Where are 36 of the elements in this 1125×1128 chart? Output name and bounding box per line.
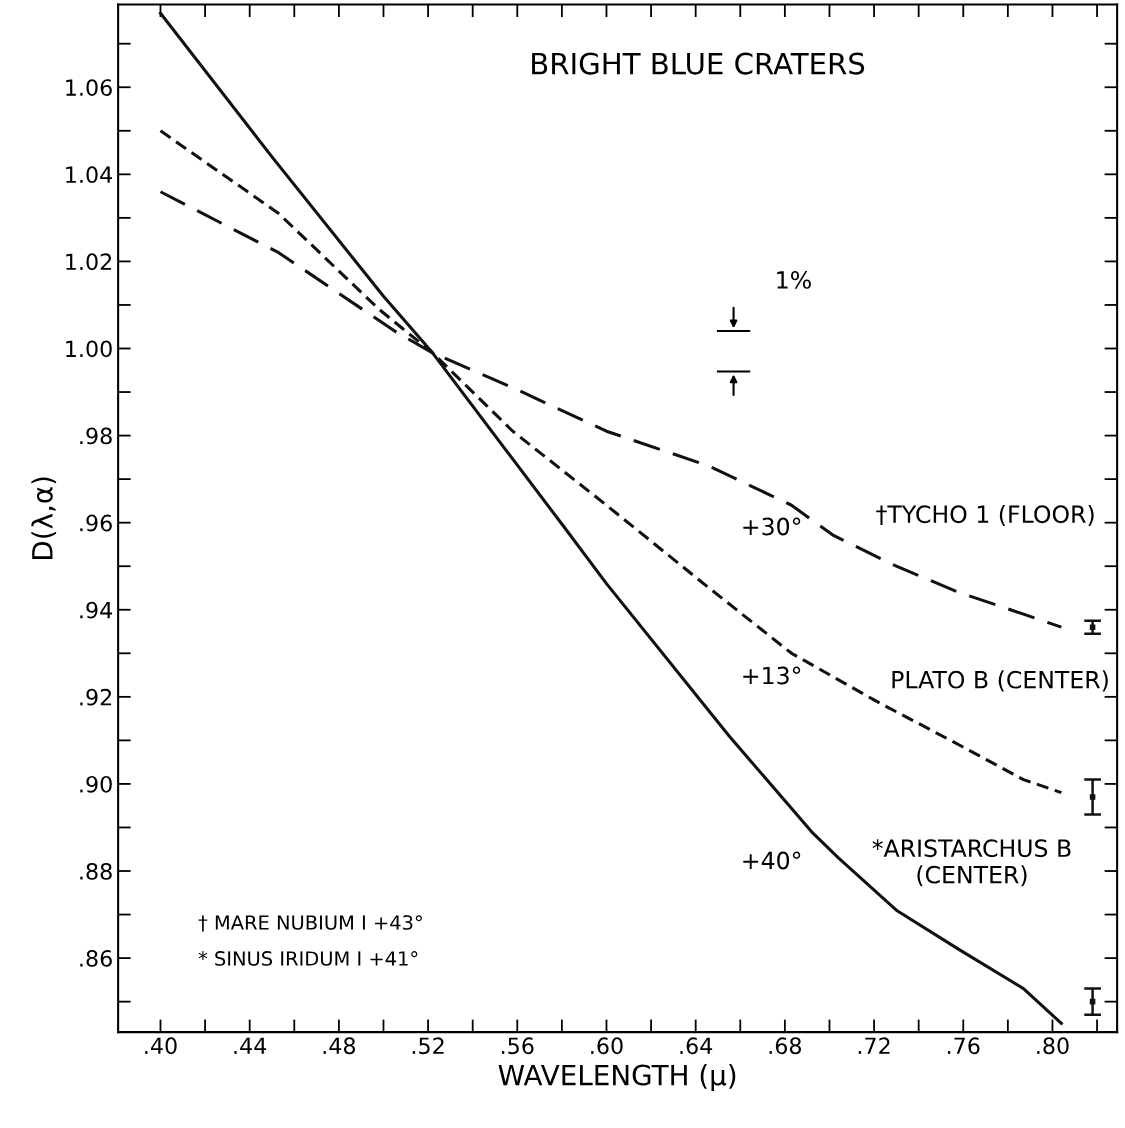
x-tick-label: .68 xyxy=(769,1037,802,1055)
y-tick-label: .92 xyxy=(80,688,112,706)
x-axis-title: WAVELENGTH (μ) xyxy=(498,1064,736,1091)
annotation: 1% xyxy=(777,270,811,289)
y-tick-label: 1.00 xyxy=(66,340,112,358)
annotation: +30° xyxy=(743,517,801,536)
annotation: * SINUS IRIDUM I +41° xyxy=(198,951,418,966)
annotation: † MARE NUBIUM I +43° xyxy=(198,915,422,932)
x-tick-label: .52 xyxy=(412,1037,444,1055)
series-label: †TYCHO 1 (FLOOR) xyxy=(876,504,1094,526)
series-label: *ARISTARCHUS B (CENTER) xyxy=(872,839,1071,887)
y-axis-title: D(λ,α) xyxy=(31,477,57,559)
y-tick-label: 1.04 xyxy=(66,166,113,184)
y-tick-label: 1.06 xyxy=(66,79,112,96)
y-tick-label: .94 xyxy=(80,601,113,619)
y-tick-label: 1.02 xyxy=(66,253,112,271)
x-tick-label: .80 xyxy=(1037,1037,1069,1055)
y-tick-label: .86 xyxy=(80,950,112,967)
x-tick-label: .44 xyxy=(234,1037,267,1054)
x-tick-label: .48 xyxy=(323,1037,356,1055)
text: BRIGHT BLUE CRATERS xyxy=(532,52,865,75)
x-tick-label: .56 xyxy=(501,1037,534,1055)
x-tick-label: .64 xyxy=(680,1037,713,1055)
x-tick-label: .40 xyxy=(145,1037,177,1055)
y-tick-label: .96 xyxy=(80,514,112,532)
point xyxy=(1089,794,1096,800)
annotation: +40° xyxy=(743,851,801,870)
y-tick-label: .88 xyxy=(80,862,112,880)
annotation: +13° xyxy=(743,666,801,685)
x-tick-label: .76 xyxy=(947,1037,980,1055)
y-tick-label: .90 xyxy=(80,775,112,793)
x-tick-label: .60 xyxy=(591,1037,623,1055)
x-tick-label: .72 xyxy=(858,1037,890,1054)
y-tick-label: .98 xyxy=(80,427,112,445)
series-label: PLATO B (CENTER) xyxy=(892,670,1108,692)
point xyxy=(1089,624,1096,630)
